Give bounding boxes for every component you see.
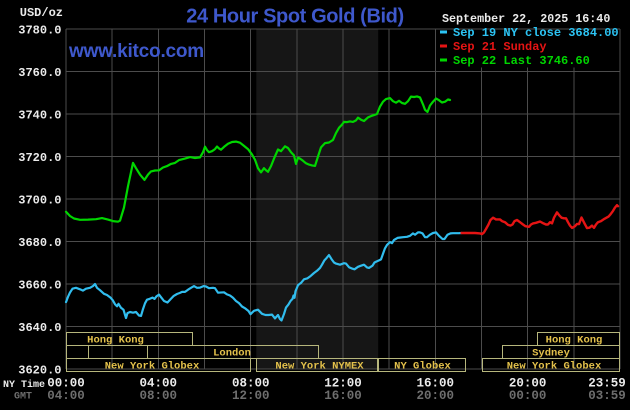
svg-text:USD/oz: USD/oz	[20, 6, 63, 20]
svg-text:08:00: 08:00	[140, 389, 178, 403]
svg-text:Sep 22 Last 3746.60: Sep 22 Last 3746.60	[453, 54, 590, 68]
svg-text:08:00: 08:00	[232, 377, 270, 391]
svg-text:London: London	[213, 348, 251, 360]
svg-text:24 Hour Spot Gold (Bid): 24 Hour Spot Gold (Bid)	[186, 6, 403, 28]
svg-text:3620.0: 3620.0	[18, 363, 61, 377]
svg-text:www.kitco.com: www.kitco.com	[68, 41, 204, 62]
svg-text:03:59: 03:59	[588, 389, 626, 403]
svg-text:NY Time: NY Time	[3, 379, 45, 391]
svg-text:3740.0: 3740.0	[18, 108, 61, 122]
svg-text:Hong Kong: Hong Kong	[546, 335, 603, 347]
svg-text:Sydney: Sydney	[532, 348, 571, 360]
svg-text:Sep 19 NY close 3684.00: Sep 19 NY close 3684.00	[453, 26, 619, 40]
svg-text:04:00: 04:00	[47, 389, 85, 403]
svg-text:00:00: 00:00	[47, 377, 85, 391]
svg-text:3660.0: 3660.0	[18, 278, 61, 292]
svg-text:GMT: GMT	[14, 392, 32, 403]
svg-text:00:00: 00:00	[509, 389, 547, 403]
svg-text:3720.0: 3720.0	[18, 151, 61, 165]
svg-text:23:59: 23:59	[588, 377, 626, 391]
svg-text:3760.0: 3760.0	[18, 66, 61, 80]
svg-text:3680.0: 3680.0	[18, 236, 61, 250]
svg-text:NY Globex: NY Globex	[394, 361, 451, 373]
svg-text:3700.0: 3700.0	[18, 193, 61, 207]
svg-text:Sep 21 Sunday: Sep 21 Sunday	[453, 40, 547, 54]
svg-text:12:00: 12:00	[324, 377, 362, 391]
svg-text:3640.0: 3640.0	[18, 321, 61, 335]
svg-text:September 22, 2025 16:40: September 22, 2025 16:40	[442, 12, 610, 26]
svg-text:3780.0: 3780.0	[18, 23, 61, 37]
svg-text:04:00: 04:00	[140, 377, 178, 391]
svg-text:16:00: 16:00	[324, 389, 362, 403]
svg-text:Hong Kong: Hong Kong	[87, 335, 144, 347]
svg-text:New York NYMEX: New York NYMEX	[275, 361, 364, 373]
svg-text:20:00: 20:00	[509, 377, 547, 391]
svg-text:New York Globex: New York Globex	[507, 361, 602, 373]
svg-text:12:00: 12:00	[232, 389, 270, 403]
svg-text:16:00: 16:00	[417, 377, 455, 391]
svg-text:New York Globex: New York Globex	[105, 361, 200, 373]
svg-text:20:00: 20:00	[417, 389, 455, 403]
